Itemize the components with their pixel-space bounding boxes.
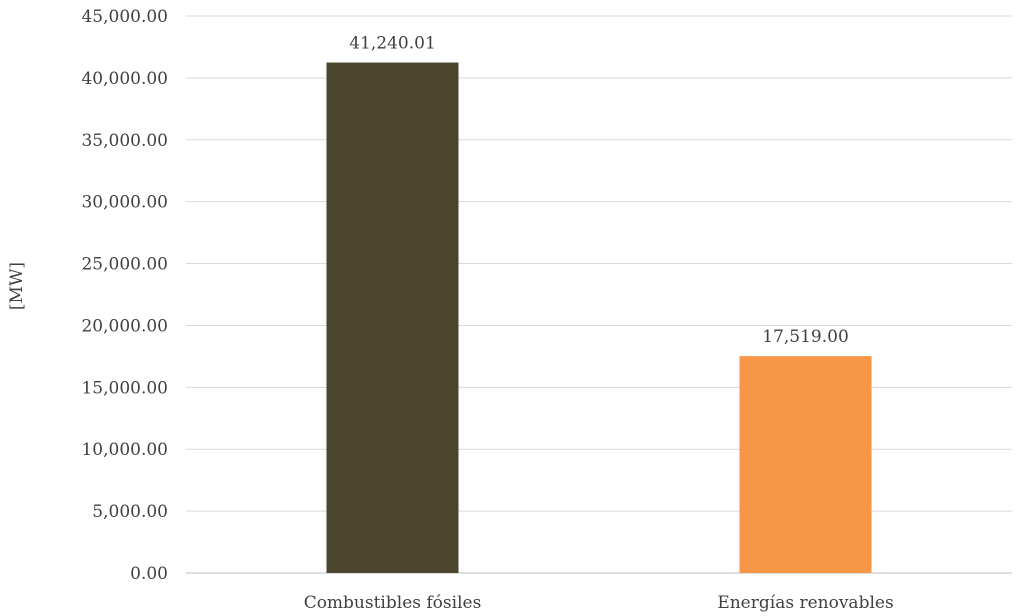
y-tick-label: 15,000.00 (81, 378, 168, 398)
y-tick-label: 20,000.00 (81, 316, 168, 336)
y-tick-label: 0.00 (130, 564, 168, 584)
y-tick-label: 35,000.00 (81, 131, 168, 151)
category-label-2: Energías renovables (717, 593, 893, 613)
bar-1 (326, 62, 459, 574)
bar-2 (739, 356, 872, 573)
category-label-1: Combustibles fósiles (304, 593, 482, 613)
data-label-2: 17,519.00 (762, 327, 849, 347)
data-labels: 41,240.01 17,519.00 (349, 34, 849, 348)
gridlines (186, 15, 1012, 574)
y-tick-label: 30,000.00 (81, 193, 168, 213)
x-axis-categories: Combustibles fósiles Energías renovables (304, 593, 894, 613)
y-tick-label: 40,000.00 (81, 69, 168, 89)
y-axis-title: [MW] (7, 262, 27, 310)
y-tick-label: 5,000.00 (92, 502, 168, 522)
y-tick-label: 10,000.00 (81, 440, 168, 460)
y-axis-ticks: 0.00 5,000.00 10,000.00 15,000.00 20,000.00 2… (81, 7, 168, 584)
data-label-1: 41,240.01 (349, 34, 436, 54)
y-tick-label: 45,000.00 (81, 7, 168, 27)
bars (326, 62, 872, 574)
y-tick-label: 25,000.00 (81, 255, 168, 275)
